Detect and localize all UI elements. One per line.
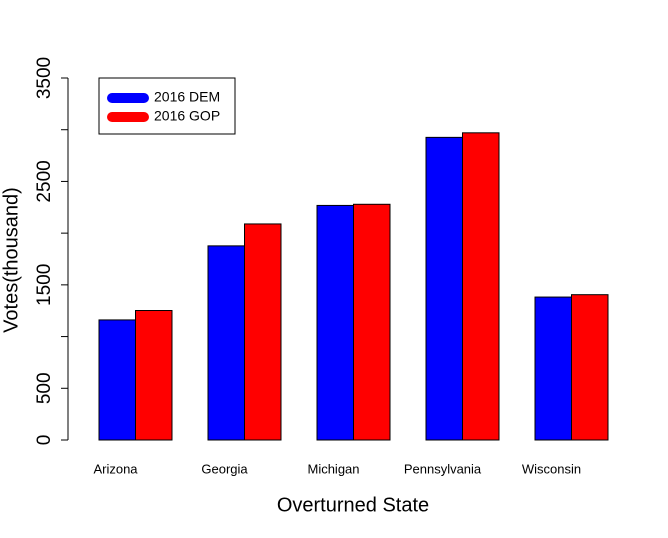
x-tick-label: Michigan (307, 461, 359, 476)
x-axis-title: Overturned State (277, 494, 429, 516)
x-tick-label: Wisconsin (522, 461, 581, 476)
y-tick-label: 500 (34, 372, 55, 404)
x-tick-label: Pennsylvania (404, 461, 482, 476)
y-tick-label: 2500 (34, 160, 55, 202)
y-tick-label: 3500 (34, 57, 55, 99)
bar (98, 319, 136, 441)
legend-box (98, 77, 236, 135)
legend-label: 2016 GOP (154, 108, 220, 124)
y-tick-label: 0 (34, 435, 55, 446)
bar (316, 204, 354, 441)
bar (571, 294, 609, 441)
x-tick-label: Arizona (93, 461, 138, 476)
bar (353, 203, 391, 441)
x-tick-label: Georgia (201, 461, 248, 476)
y-axis-title: Votes(thousand) (0, 187, 22, 333)
bar (462, 132, 500, 441)
legend-label: 2016 DEM (154, 89, 220, 105)
bar (425, 136, 463, 441)
bar (135, 310, 173, 441)
bar (534, 296, 572, 441)
y-tick-label: 1500 (34, 264, 55, 306)
bar (244, 223, 282, 441)
bar (207, 245, 245, 441)
